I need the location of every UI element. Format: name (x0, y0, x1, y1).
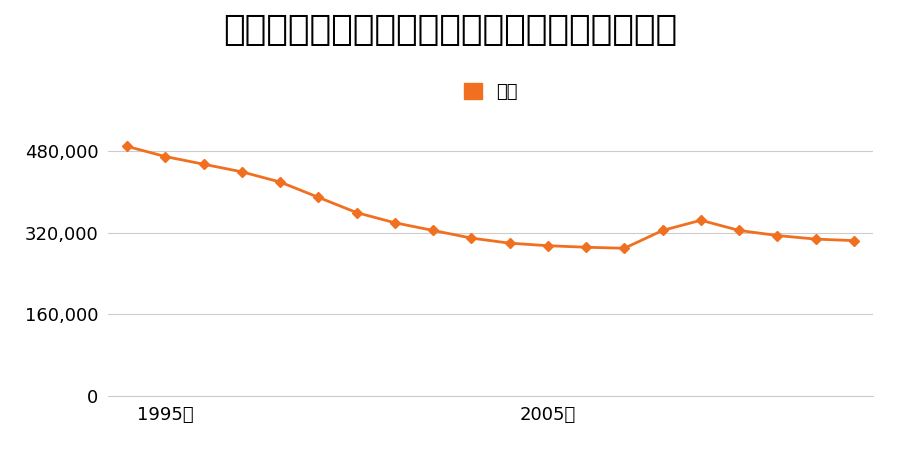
Text: 東京都葛飾区青戸４丁目１１０１番の地価推移: 東京都葛飾区青戸４丁目１１０１番の地価推移 (223, 14, 677, 48)
Legend: 価格: 価格 (456, 76, 525, 108)
